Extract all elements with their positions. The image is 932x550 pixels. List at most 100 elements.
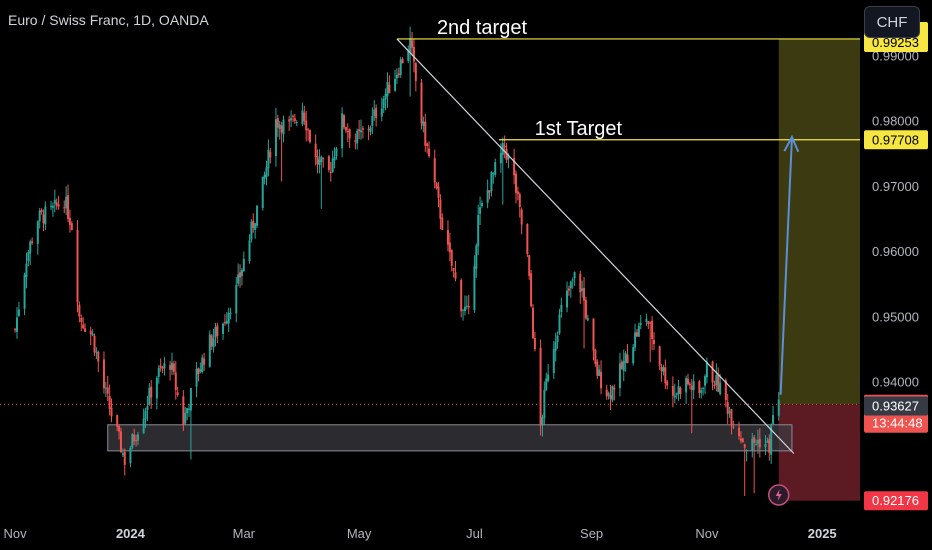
drawing-tools: 2nd target 1st Target bbox=[396, 17, 860, 506]
candle-body bbox=[274, 119, 277, 157]
candle-body bbox=[31, 241, 34, 244]
candle bbox=[412, 38, 415, 73]
candle-body bbox=[186, 408, 189, 413]
candle-body bbox=[17, 309, 20, 316]
candle-body bbox=[730, 409, 733, 425]
candle bbox=[267, 139, 270, 177]
candle-body bbox=[486, 189, 489, 203]
candle-body bbox=[673, 395, 676, 398]
candle bbox=[454, 260, 457, 282]
candle-body bbox=[44, 206, 47, 225]
candle-body bbox=[395, 74, 398, 79]
candle bbox=[745, 449, 748, 462]
candle bbox=[174, 361, 177, 400]
candle-body bbox=[632, 347, 635, 364]
candle bbox=[242, 251, 245, 273]
candle-body bbox=[25, 263, 28, 277]
candle bbox=[649, 321, 652, 363]
candle bbox=[652, 332, 655, 351]
candle bbox=[490, 171, 493, 197]
candle-body bbox=[189, 387, 192, 411]
candle bbox=[265, 160, 268, 186]
candle bbox=[17, 301, 20, 317]
candle bbox=[327, 155, 330, 173]
candle bbox=[420, 78, 423, 130]
candle bbox=[314, 134, 317, 166]
candle-body bbox=[354, 140, 357, 142]
candle bbox=[239, 264, 242, 288]
candle bbox=[488, 190, 491, 200]
candle bbox=[293, 113, 296, 125]
candle bbox=[119, 427, 122, 453]
candle bbox=[216, 322, 219, 344]
candle-body bbox=[136, 434, 139, 441]
candle-body bbox=[620, 361, 623, 369]
candle-body bbox=[84, 328, 87, 332]
candle-body bbox=[235, 285, 238, 314]
price-axis-bg bbox=[860, 0, 932, 550]
candle-body bbox=[704, 376, 707, 386]
candle-body bbox=[182, 396, 185, 425]
candle-body bbox=[208, 334, 211, 367]
candle bbox=[520, 207, 523, 235]
candle bbox=[766, 437, 769, 443]
candle-body bbox=[622, 360, 625, 372]
candle bbox=[341, 107, 344, 158]
candle-body bbox=[634, 332, 637, 348]
candle bbox=[261, 176, 264, 211]
candle bbox=[380, 97, 383, 122]
candle-body bbox=[256, 205, 259, 226]
candle-body bbox=[452, 268, 455, 271]
candle bbox=[687, 373, 689, 386]
candle-body bbox=[225, 320, 228, 324]
candle bbox=[462, 309, 465, 321]
candle-body bbox=[384, 93, 387, 100]
candle-body bbox=[532, 307, 535, 339]
candle bbox=[176, 386, 179, 397]
candle bbox=[592, 318, 595, 361]
candle bbox=[307, 127, 310, 141]
candle-body bbox=[711, 361, 714, 383]
candle-body bbox=[520, 209, 523, 225]
candle-body bbox=[494, 162, 497, 175]
candle bbox=[547, 364, 550, 383]
price-tag-0.93627: 0.93627 bbox=[864, 396, 928, 416]
candle-body bbox=[51, 205, 54, 208]
candle bbox=[229, 307, 232, 320]
candle bbox=[569, 280, 572, 298]
candle bbox=[356, 128, 359, 150]
candle-body bbox=[316, 156, 319, 165]
candle bbox=[301, 102, 304, 127]
candle bbox=[42, 209, 45, 232]
candle bbox=[713, 380, 716, 389]
currency-button[interactable]: CHF bbox=[864, 6, 920, 38]
candle-body bbox=[639, 322, 642, 325]
candle bbox=[318, 149, 321, 174]
candle-body bbox=[55, 202, 58, 206]
candle bbox=[756, 429, 759, 454]
loss-zone bbox=[778, 404, 860, 501]
candle-body bbox=[618, 363, 621, 389]
candle-body bbox=[755, 444, 758, 446]
candle bbox=[240, 268, 243, 286]
candle-body bbox=[401, 58, 404, 64]
candle bbox=[121, 448, 124, 458]
candle-body bbox=[513, 158, 516, 176]
candle bbox=[84, 323, 87, 333]
candle bbox=[552, 341, 555, 379]
price-tag-text: 0.99253 bbox=[872, 35, 919, 50]
candle bbox=[288, 115, 291, 131]
candle bbox=[543, 381, 546, 425]
candle bbox=[93, 333, 96, 356]
price-tag-text: 0.92176 bbox=[872, 493, 919, 508]
projection-arrow-head bbox=[783, 134, 800, 153]
candle bbox=[212, 328, 215, 353]
candle bbox=[76, 220, 79, 313]
candle-body bbox=[278, 124, 281, 129]
candle-body bbox=[280, 125, 283, 133]
candle-body bbox=[592, 318, 595, 351]
candle-body bbox=[320, 156, 323, 163]
candle bbox=[237, 263, 240, 287]
candle-body bbox=[533, 337, 536, 350]
